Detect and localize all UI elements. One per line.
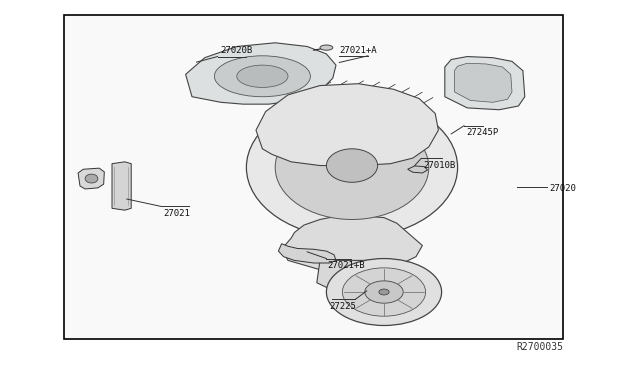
Ellipse shape xyxy=(326,149,378,182)
Polygon shape xyxy=(78,168,104,189)
Ellipse shape xyxy=(326,259,442,326)
Ellipse shape xyxy=(365,281,403,303)
Text: 27021+A: 27021+A xyxy=(339,46,377,55)
Ellipse shape xyxy=(275,115,429,219)
Text: 27225: 27225 xyxy=(330,302,356,311)
Text: R2700035: R2700035 xyxy=(516,341,563,352)
Ellipse shape xyxy=(246,97,458,238)
Text: 27020B: 27020B xyxy=(221,46,253,55)
Ellipse shape xyxy=(214,56,310,97)
Ellipse shape xyxy=(237,65,288,87)
Polygon shape xyxy=(256,84,438,166)
Polygon shape xyxy=(112,162,131,210)
Polygon shape xyxy=(278,244,336,263)
Ellipse shape xyxy=(85,174,98,183)
Polygon shape xyxy=(282,216,422,272)
Text: 27020: 27020 xyxy=(549,184,576,193)
Ellipse shape xyxy=(379,289,389,295)
Polygon shape xyxy=(317,260,381,292)
Polygon shape xyxy=(408,166,428,173)
Text: 27021+B: 27021+B xyxy=(328,261,365,270)
Text: 27245P: 27245P xyxy=(466,128,498,137)
Ellipse shape xyxy=(342,268,426,316)
Polygon shape xyxy=(445,57,525,110)
FancyBboxPatch shape xyxy=(64,15,563,339)
Text: 27010B: 27010B xyxy=(424,161,456,170)
Polygon shape xyxy=(454,63,512,102)
Ellipse shape xyxy=(320,45,333,50)
Text: 27021: 27021 xyxy=(163,209,190,218)
Polygon shape xyxy=(186,43,336,104)
